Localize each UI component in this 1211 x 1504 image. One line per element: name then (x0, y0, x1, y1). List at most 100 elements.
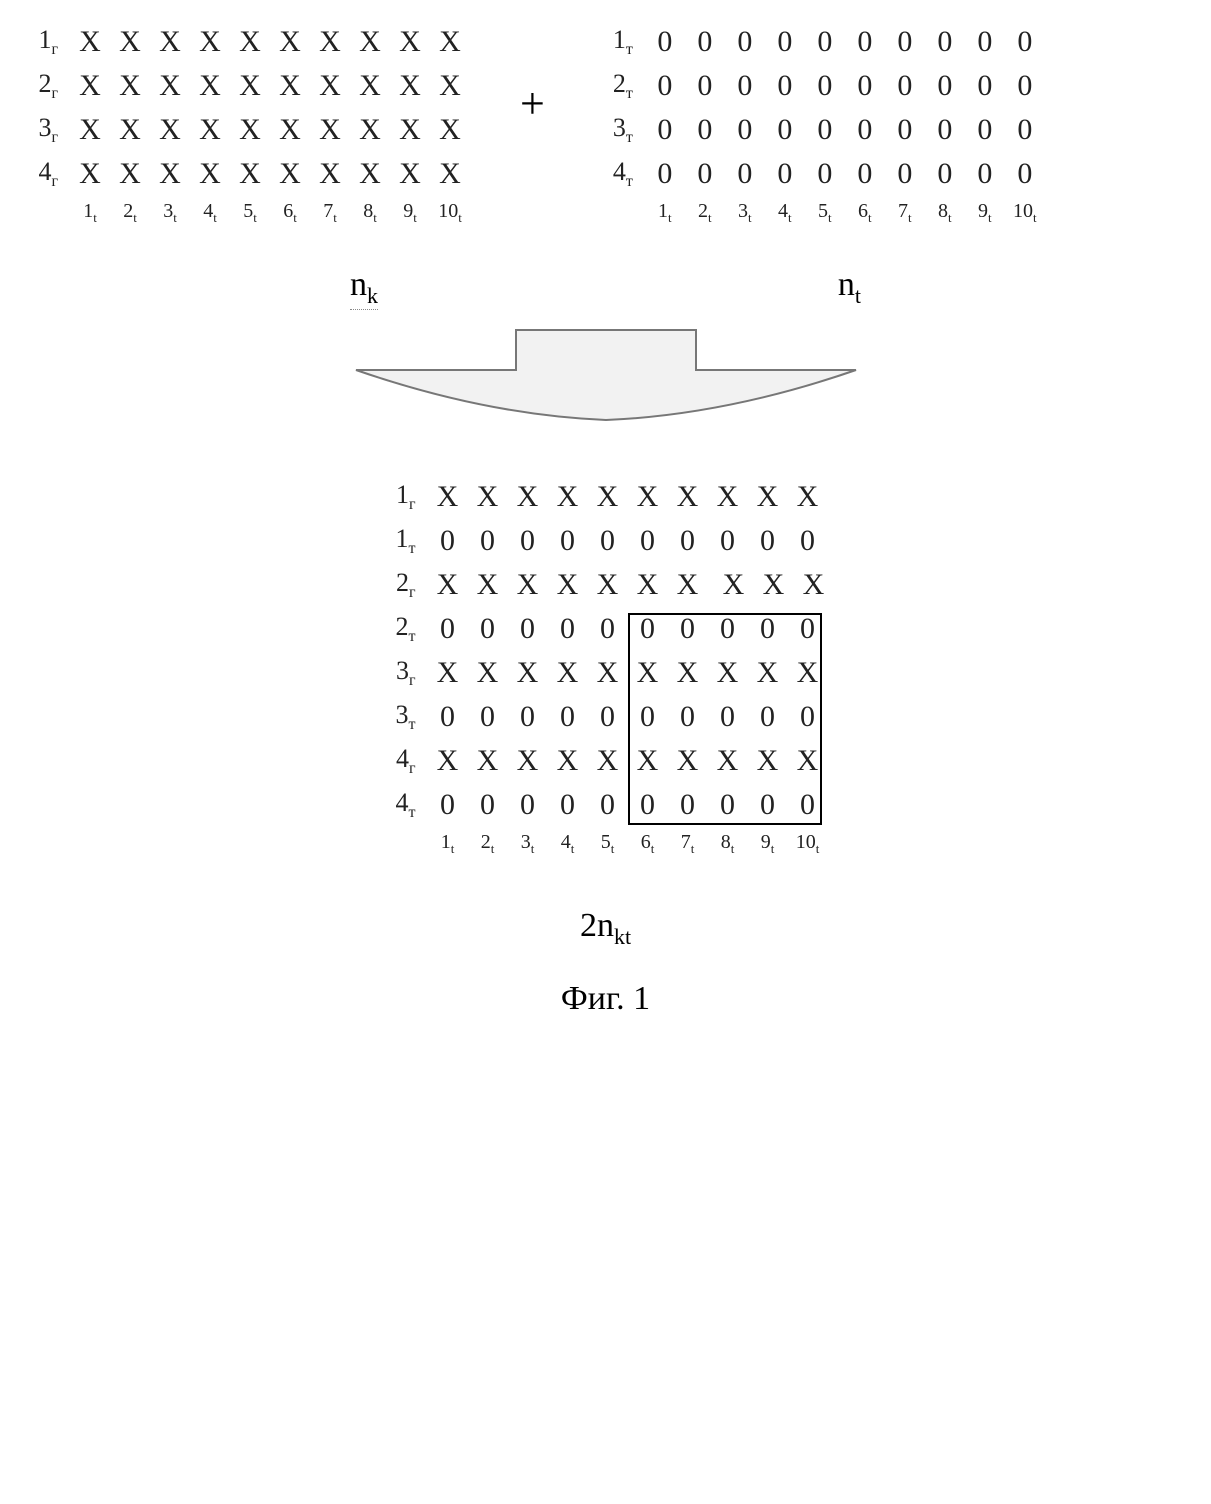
cell: 0 (588, 788, 628, 822)
matrix-row: 2гXXXXXXXXXX (378, 563, 834, 607)
matrix-row: 3гXXXXXXXXXX (378, 651, 834, 695)
cell: X (190, 25, 230, 59)
cell: 0 (965, 157, 1005, 191)
matrix-row: 3т0000000000 (595, 108, 1045, 152)
row-cells: 0000000000 (428, 700, 828, 734)
cell: 0 (925, 25, 965, 59)
cell: X (110, 113, 150, 147)
cell: 0 (628, 524, 668, 558)
cell: 0 (668, 700, 708, 734)
cell: 0 (725, 157, 765, 191)
cell: 0 (668, 788, 708, 822)
cell: 0 (708, 524, 748, 558)
cell: 0 (548, 524, 588, 558)
row-label: 3г (378, 656, 428, 690)
row-cells: 0000000000 (645, 25, 1045, 59)
cell: X (230, 69, 270, 103)
cell: X (428, 568, 468, 602)
cell: X (468, 480, 508, 514)
cell: X (788, 656, 828, 690)
matrix-row: 3гXXXXXXXXXX (20, 108, 470, 152)
cell: X (230, 157, 270, 191)
cell: 0 (788, 612, 828, 646)
cell: X (390, 25, 430, 59)
cell: X (310, 157, 350, 191)
cell: X (390, 157, 430, 191)
cell: X (754, 568, 794, 602)
cell: 0 (428, 788, 468, 822)
cell: X (310, 113, 350, 147)
cell: X (430, 113, 470, 147)
cell: 0 (788, 700, 828, 734)
cell: X (150, 25, 190, 59)
cell: X (628, 480, 668, 514)
cell: 0 (965, 69, 1005, 103)
cell: 0 (588, 700, 628, 734)
cell: X (190, 113, 230, 147)
row-label: 3т (595, 113, 645, 147)
col-label: 8t (708, 831, 748, 857)
cell: X (230, 113, 270, 147)
col-label: 1t (70, 200, 110, 226)
row-label: 1т (378, 524, 428, 558)
matrix-row: 4гXXXXXXXXXX (378, 739, 834, 783)
cell: 0 (468, 612, 508, 646)
row-label: 3г (20, 113, 70, 147)
cell: 0 (788, 524, 828, 558)
cell: X (428, 480, 468, 514)
cell: 0 (748, 700, 788, 734)
row-label: 4т (378, 788, 428, 822)
col-label: 4t (548, 831, 588, 857)
matrix-row: 1т0000000000 (595, 20, 1045, 64)
cell: X (350, 157, 390, 191)
cell: 0 (925, 69, 965, 103)
cell: X (794, 568, 834, 602)
row-cells: XXXXXXXXXX (70, 157, 470, 191)
cell: X (548, 568, 588, 602)
right-matrix: 1т00000000002т00000000003т00000000004т00… (595, 20, 1045, 226)
cell: X (310, 25, 350, 59)
col-label: 9t (390, 200, 430, 226)
col-label: 7t (310, 200, 350, 226)
col-labels: 1t2t3t4t5t6t7t8t9t10t (428, 831, 834, 857)
cell: X (350, 25, 390, 59)
cell: X (468, 656, 508, 690)
row-label: 2г (20, 69, 70, 103)
nt-label: nt (838, 266, 861, 310)
row-label: 4т (595, 157, 645, 191)
cell: X (428, 656, 468, 690)
matrix-row: 2т0000000000 (378, 607, 834, 651)
cell: 0 (765, 157, 805, 191)
cell: 0 (685, 113, 725, 147)
cell: 0 (428, 524, 468, 558)
plus-symbol: + (510, 78, 555, 169)
cell: X (430, 157, 470, 191)
matrix-row: 4т0000000000 (595, 152, 1045, 196)
col-label: 2t (468, 831, 508, 857)
cell: 0 (548, 788, 588, 822)
col-label: 10t (1005, 200, 1045, 226)
cell: 0 (965, 25, 1005, 59)
cell: X (430, 25, 470, 59)
cell: 0 (1005, 113, 1045, 147)
cell: 0 (645, 69, 685, 103)
cell: X (270, 69, 310, 103)
cell: X (230, 25, 270, 59)
row-cells: 0000000000 (428, 524, 828, 558)
col-label: 7t (668, 831, 708, 857)
cell: X (668, 656, 708, 690)
cell: 0 (468, 524, 508, 558)
col-label: 5t (230, 200, 270, 226)
col-label: 8t (350, 200, 390, 226)
col-label: 10t (788, 831, 828, 857)
cell: 0 (685, 69, 725, 103)
cell: 0 (748, 612, 788, 646)
cell: X (110, 157, 150, 191)
cell: X (270, 113, 310, 147)
col-label: 1t (645, 200, 685, 226)
row-label: 4г (20, 157, 70, 191)
cell: 0 (765, 113, 805, 147)
cell: X (270, 25, 310, 59)
col-label: 2t (685, 200, 725, 226)
row-label: 1г (378, 480, 428, 514)
